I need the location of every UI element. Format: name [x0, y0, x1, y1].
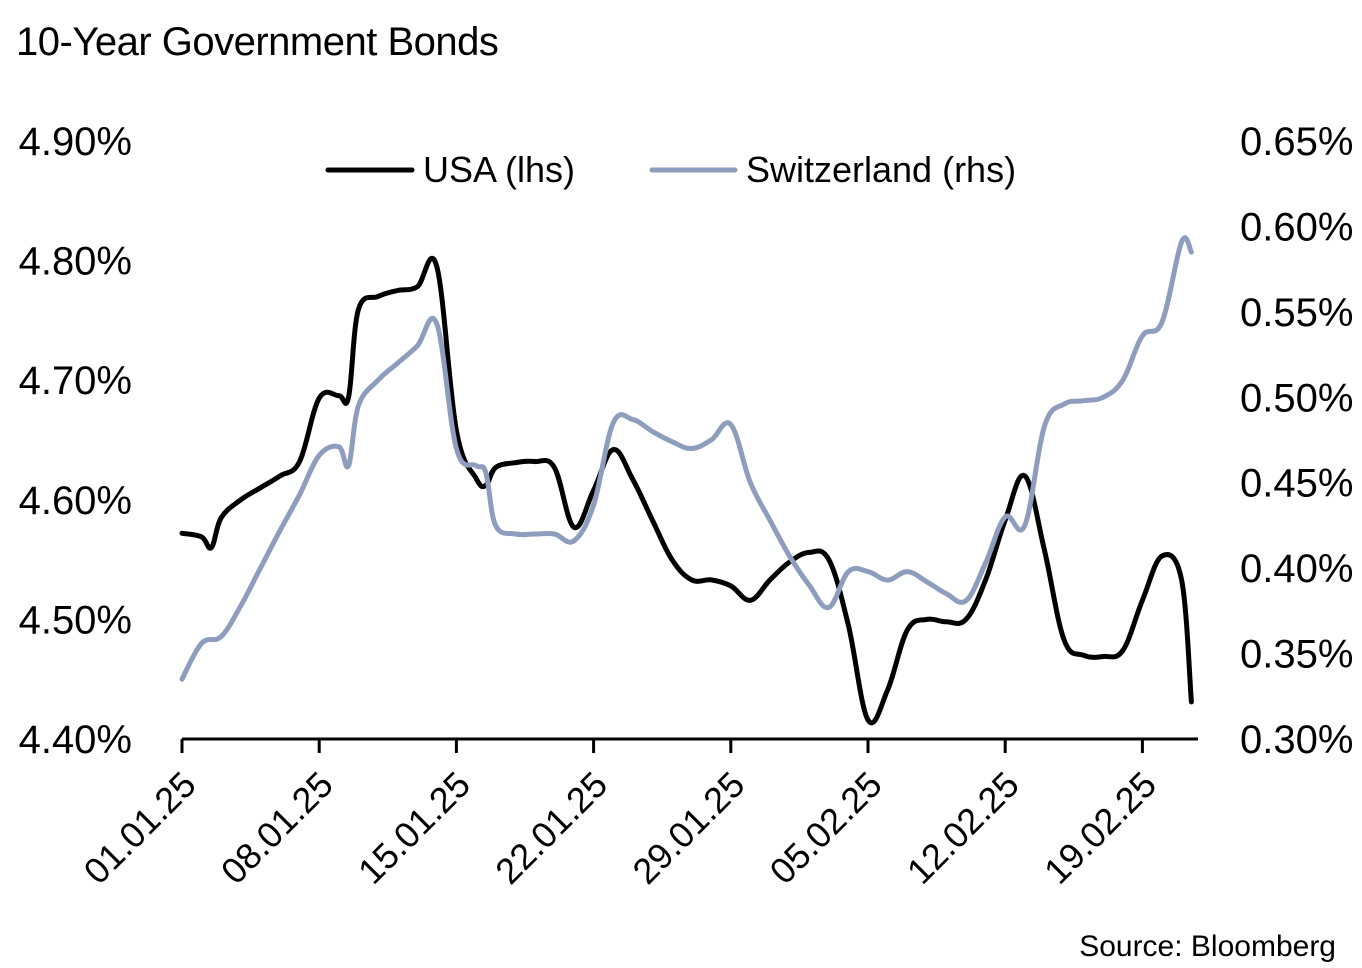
left-tick-label: 4.70% — [19, 359, 132, 403]
right-tick-label: 0.40% — [1240, 547, 1353, 591]
right-tick-label: 0.60% — [1240, 205, 1353, 249]
x-axis: 01.01.25 08.01.25 15.01.25 22.01.25 29.01.25… — [76, 737, 1198, 892]
legend: USA (lhs) Switzerland (rhs) — [325, 149, 1016, 190]
x-tick-label: 12.02.25 — [899, 764, 1027, 892]
right-tick-label: 0.45% — [1240, 462, 1353, 506]
right-y-axis: 0.65% 0.60% 0.55% 0.50% 0.45% 0.40% 0.35% 0.30% — [1240, 120, 1353, 762]
x-tick-label: 15.01.25 — [350, 764, 478, 892]
legend-label-usa: USA (lhs) — [423, 149, 575, 190]
source-note: Source: Bloomberg — [1079, 930, 1336, 963]
x-tick-label: 19.02.25 — [1036, 764, 1164, 892]
x-tick-label: 08.01.25 — [213, 764, 341, 892]
right-tick-label: 0.65% — [1240, 120, 1353, 164]
right-tick-label: 0.55% — [1240, 291, 1353, 335]
right-tick-label: 0.35% — [1240, 633, 1353, 677]
left-tick-label: 4.90% — [19, 120, 132, 164]
right-tick-label: 0.50% — [1240, 376, 1353, 420]
series-line-usa — [179, 255, 1194, 726]
right-tick-label: 0.30% — [1240, 718, 1353, 762]
left-tick-label: 4.50% — [19, 598, 132, 642]
x-tick-label: 01.01.25 — [76, 764, 204, 892]
left-tick-label: 4.60% — [19, 479, 132, 523]
x-tick-label: 29.01.25 — [624, 764, 752, 892]
x-tick-label: 05.02.25 — [762, 764, 890, 892]
chart-title: 10-Year Government Bonds — [16, 20, 499, 64]
x-tick-label: 22.01.25 — [487, 764, 615, 892]
left-tick-label: 4.80% — [19, 240, 132, 284]
legend-label-switzerland: Switzerland (rhs) — [746, 149, 1016, 190]
series-layer — [179, 235, 1194, 726]
left-y-axis: 4.90% 4.80% 4.70% 4.60% 4.50% 4.40% — [19, 120, 132, 762]
series-line-switzerland — [179, 235, 1194, 682]
left-tick-label: 4.40% — [19, 718, 132, 762]
